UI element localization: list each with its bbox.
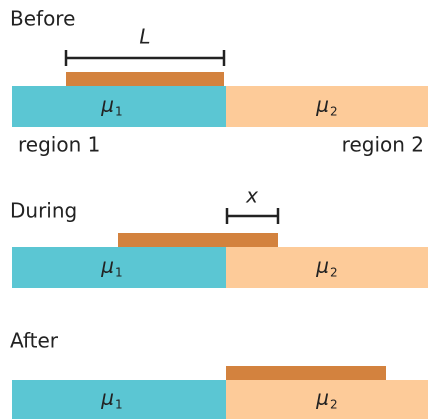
block-symbol: μ (100, 93, 114, 117)
block-symbol: μ (315, 254, 329, 278)
panel-title: Before (10, 7, 75, 31)
block-1 (12, 247, 226, 288)
block-subscript: 2 (330, 398, 338, 412)
block-subscript: 2 (330, 105, 338, 119)
panel-title: During (10, 199, 77, 223)
block-subscript: 2 (330, 266, 338, 280)
block-symbol: μ (315, 386, 329, 410)
region-label: region 1 (18, 133, 100, 157)
block-2 (226, 380, 428, 419)
block-subscript: 1 (115, 105, 123, 119)
slider (226, 366, 386, 380)
region-label: region 2 (342, 133, 424, 157)
block-symbol: μ (100, 386, 114, 410)
panel-title: After (10, 329, 59, 353)
slider (66, 72, 224, 86)
dimension-label: x (245, 184, 258, 208)
block-subscript: 1 (115, 398, 123, 412)
block-1 (12, 86, 226, 127)
block-2 (226, 247, 428, 288)
block-1 (12, 380, 226, 419)
block-2 (226, 86, 428, 127)
block-subscript: 1 (115, 266, 123, 280)
block-symbol: μ (315, 93, 329, 117)
dimension-label: L (139, 25, 150, 49)
slider (118, 233, 278, 247)
block-symbol: μ (100, 254, 114, 278)
